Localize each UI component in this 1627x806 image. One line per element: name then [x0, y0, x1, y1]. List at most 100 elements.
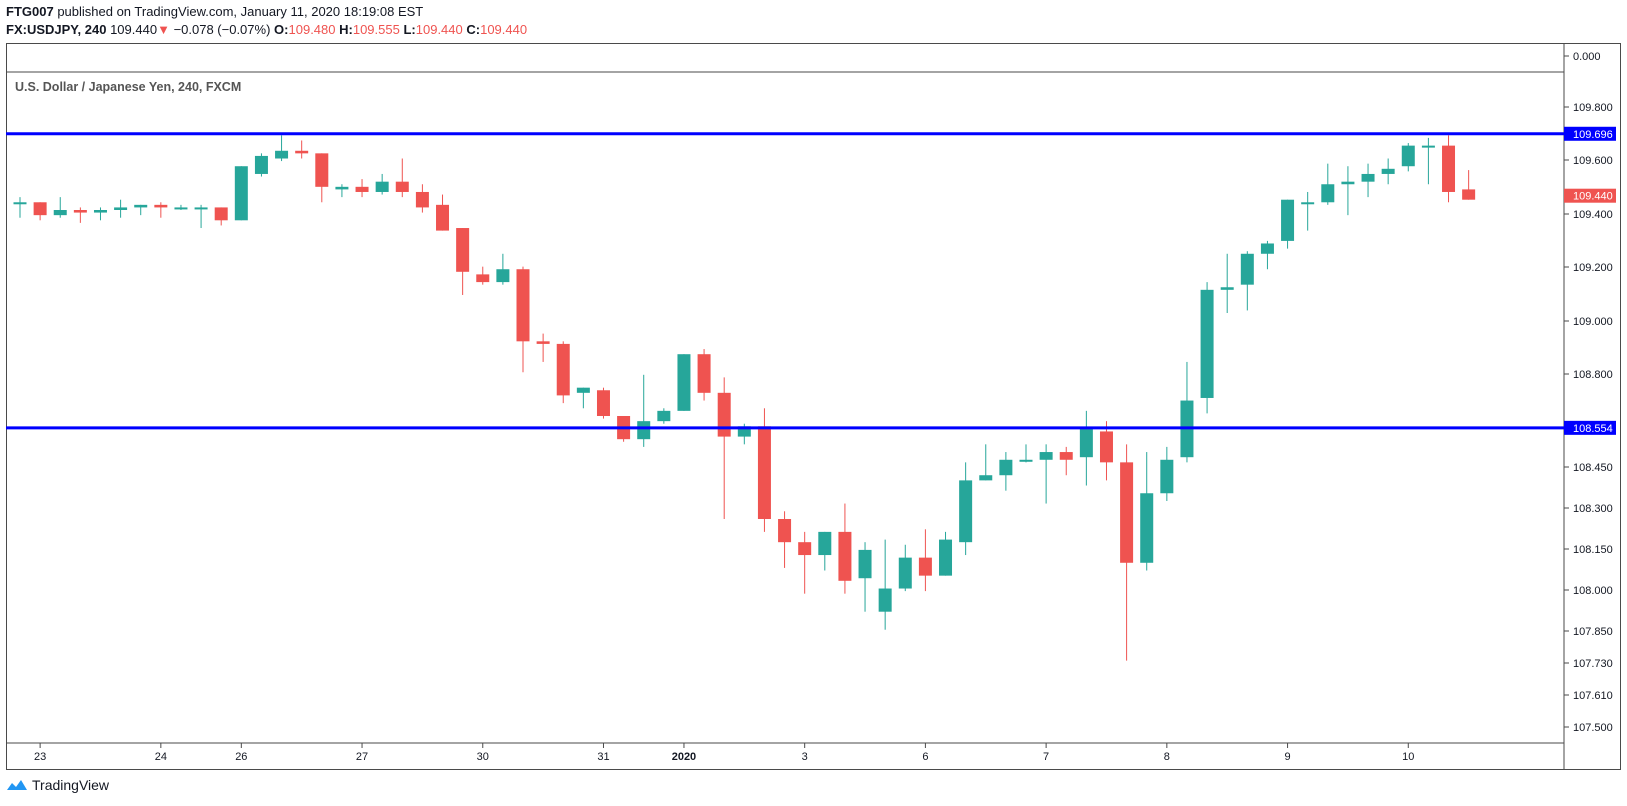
- candle[interactable]: [456, 228, 470, 295]
- candle[interactable]: [1341, 166, 1355, 216]
- candle[interactable]: [33, 202, 47, 221]
- open-value: 109.480: [288, 22, 336, 37]
- candle[interactable]: [476, 266, 490, 285]
- candle[interactable]: [979, 444, 993, 481]
- candle[interactable]: [13, 197, 27, 218]
- candle[interactable]: [1321, 163, 1335, 205]
- candle[interactable]: [93, 207, 107, 221]
- candle[interactable]: [1039, 444, 1053, 504]
- candle[interactable]: [717, 377, 731, 519]
- candle-body: [1321, 184, 1335, 203]
- time-tick-label: 7: [1043, 751, 1049, 763]
- publish-info: FTG007 published on TradingView.com, Jan…: [6, 4, 423, 19]
- candle[interactable]: [134, 204, 148, 216]
- candle[interactable]: [496, 253, 510, 285]
- time-axis[interactable]: 23 24 26 27 30 31 2020 3 6 7 8 9 10: [34, 743, 1414, 763]
- candle[interactable]: [1160, 446, 1174, 501]
- candle[interactable]: [174, 204, 188, 210]
- candle[interactable]: [254, 153, 268, 177]
- candle[interactable]: [1200, 282, 1214, 414]
- candle-body: [395, 181, 409, 192]
- candle[interactable]: [114, 199, 128, 218]
- candle[interactable]: [355, 179, 369, 198]
- candle[interactable]: [596, 387, 610, 419]
- candle[interactable]: [1240, 251, 1254, 311]
- candle[interactable]: [1421, 137, 1435, 185]
- candle[interactable]: [436, 194, 450, 231]
- candle-body: [295, 150, 309, 154]
- candle[interactable]: [234, 166, 248, 221]
- candle[interactable]: [194, 204, 208, 229]
- candle[interactable]: [858, 542, 872, 612]
- candle[interactable]: [1401, 143, 1415, 172]
- candle[interactable]: [556, 341, 570, 404]
- candle[interactable]: [1079, 410, 1093, 486]
- candle[interactable]: [1180, 361, 1194, 463]
- candle[interactable]: [798, 531, 812, 594]
- candle[interactable]: [939, 531, 953, 576]
- candle[interactable]: [1462, 170, 1476, 200]
- candle[interactable]: [918, 529, 932, 592]
- candle[interactable]: [657, 408, 671, 424]
- candle-body: [476, 274, 490, 283]
- candle[interactable]: [1120, 444, 1134, 661]
- candle[interactable]: [677, 354, 691, 411]
- candle[interactable]: [697, 349, 711, 401]
- candle[interactable]: [154, 202, 168, 218]
- time-tick-label: 3: [802, 751, 808, 763]
- candle[interactable]: [1019, 444, 1033, 463]
- candle-body: [275, 150, 289, 159]
- price-labels-layer: 109.696 108.554 109.440: [1564, 126, 1616, 435]
- candle[interactable]: [637, 374, 651, 447]
- time-tick-label: 6: [922, 751, 928, 763]
- candle-body: [355, 186, 369, 192]
- candle[interactable]: [1381, 158, 1395, 185]
- candle[interactable]: [1140, 452, 1154, 571]
- candle[interactable]: [1361, 163, 1375, 198]
- candle[interactable]: [536, 333, 550, 362]
- candle-body: [1200, 289, 1214, 398]
- candle[interactable]: [415, 184, 429, 213]
- candle[interactable]: [53, 197, 67, 218]
- candle[interactable]: [315, 153, 329, 203]
- candle[interactable]: [1442, 135, 1456, 203]
- candle-body: [174, 207, 188, 210]
- candle[interactable]: [395, 158, 409, 198]
- candle[interactable]: [1099, 421, 1113, 481]
- candle-body: [1019, 459, 1033, 462]
- candle-body: [1301, 202, 1315, 205]
- time-tick-label: 30: [477, 751, 489, 763]
- tradingview-logo-icon[interactable]: [6, 778, 28, 792]
- candle-body: [1240, 253, 1254, 285]
- price-tick-label: 108.450: [1573, 462, 1613, 474]
- candle[interactable]: [1301, 191, 1315, 231]
- tradingview-brand[interactable]: TradingView: [32, 777, 110, 793]
- candle-body: [13, 202, 27, 205]
- candle[interactable]: [959, 462, 973, 556]
- candle[interactable]: [838, 503, 852, 594]
- price-axis[interactable]: 0.000 109.800 109.600 109.400 109.200 109.000…: [1564, 51, 1613, 734]
- candle[interactable]: [516, 266, 530, 373]
- candle[interactable]: [1260, 240, 1274, 270]
- candle[interactable]: [898, 544, 912, 592]
- candle[interactable]: [275, 135, 289, 162]
- candle[interactable]: [214, 207, 228, 226]
- candle[interactable]: [1281, 199, 1295, 249]
- candle[interactable]: [1059, 446, 1073, 476]
- candle[interactable]: [73, 207, 87, 223]
- level-price-tag: [1564, 420, 1616, 435]
- candle[interactable]: [1220, 253, 1234, 313]
- candle[interactable]: [878, 539, 892, 630]
- candle[interactable]: [335, 184, 349, 198]
- candle[interactable]: [576, 387, 590, 409]
- candle[interactable]: [375, 173, 389, 195]
- candle[interactable]: [999, 452, 1013, 491]
- candle-body: [1281, 199, 1295, 241]
- candle[interactable]: [818, 531, 832, 571]
- publisher-name[interactable]: FTG007: [6, 4, 54, 19]
- price-tick-label: 0.000: [1573, 51, 1601, 63]
- candle[interactable]: [295, 140, 309, 159]
- candle[interactable]: [778, 511, 792, 568]
- candle-body: [315, 153, 329, 187]
